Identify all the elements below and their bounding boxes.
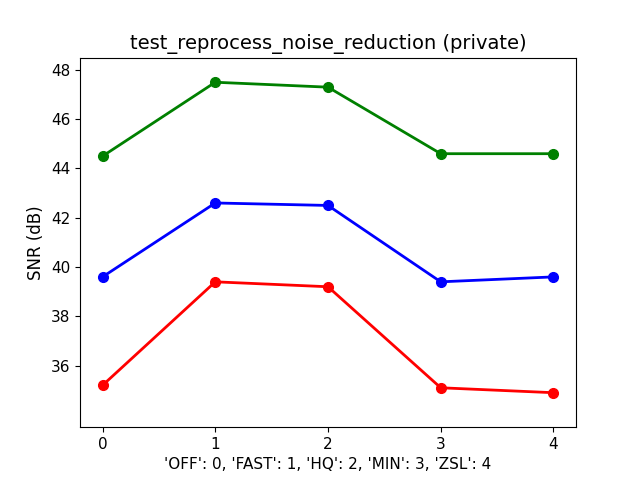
Title: test_reprocess_noise_reduction (private): test_reprocess_noise_reduction (private) [130, 34, 526, 54]
X-axis label: 'OFF': 0, 'FAST': 1, 'HQ': 2, 'MIN': 3, 'ZSL': 4: 'OFF': 0, 'FAST': 1, 'HQ': 2, 'MIN': 3, … [164, 457, 492, 472]
Y-axis label: SNR (dB): SNR (dB) [28, 205, 45, 280]
